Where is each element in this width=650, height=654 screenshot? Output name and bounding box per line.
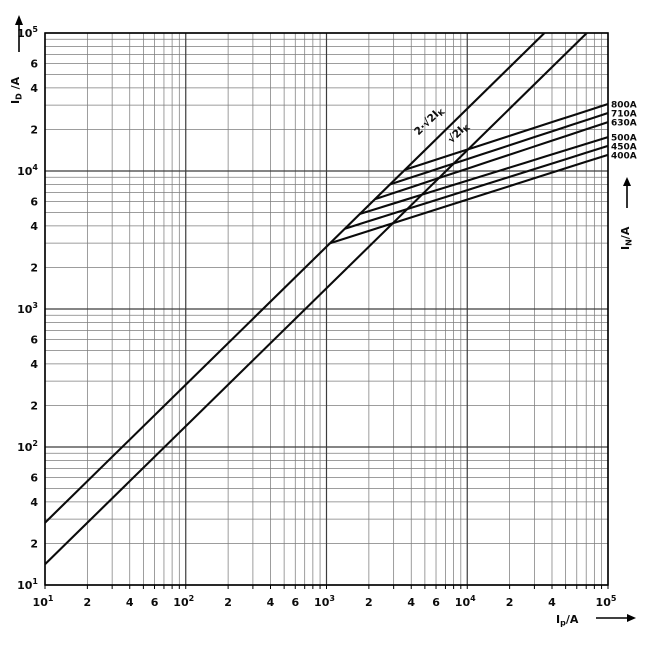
plot-frame — [44, 32, 609, 586]
tick-label: 2 — [224, 596, 232, 609]
fuse-curves — [329, 102, 609, 245]
curve-label-500A: 500A — [611, 134, 637, 144]
tick-label: 4 — [30, 496, 38, 509]
curve-label-450A: 450A — [611, 142, 637, 152]
curve-label-800A: 800A — [611, 100, 637, 110]
curve-630A — [374, 121, 609, 201]
tick-label: 6 — [30, 196, 38, 209]
curve-label-630A: 630A — [611, 119, 637, 129]
tick-label: 4 — [407, 596, 415, 609]
curve-label-400A: 400A — [611, 151, 637, 161]
tick-label: 4 — [30, 220, 38, 233]
curve-500A — [359, 136, 609, 215]
reference-line-0 — [44, 32, 546, 524]
right-axis-title: IN/A — [619, 226, 634, 250]
curve-710A — [389, 112, 609, 186]
tick-label: 2 — [30, 123, 38, 136]
tick-label: 2 — [30, 399, 38, 412]
tick-label: 2 — [506, 596, 514, 609]
tick-label: 4 — [30, 82, 38, 95]
x-axis-tick-labels: 101 2 4 6 102 2 4 6 103 2 4 6 104 2 4 105 — [33, 594, 617, 609]
curve-450A — [344, 144, 609, 230]
tick-label: 6 — [30, 334, 38, 347]
tick-label: 4 — [126, 596, 134, 609]
reference-line-1 — [44, 32, 588, 565]
tick-label: 6 — [432, 596, 440, 609]
tick-label: 2 — [84, 596, 92, 609]
tick-label: 2 — [30, 537, 38, 550]
curve-800A — [404, 102, 609, 171]
tick-label: 2 — [365, 596, 373, 609]
tick-label: 6 — [151, 596, 159, 609]
tick-label: 2 — [30, 261, 38, 274]
tick-label: 6 — [30, 58, 38, 71]
curve-400A — [329, 153, 609, 245]
tick-label: 4 — [548, 596, 556, 609]
tick-label: 6 — [291, 596, 299, 609]
tick-label: 4 — [30, 358, 38, 371]
y-axis-arrowhead — [15, 15, 23, 25]
x-axis-title: Ip/A — [556, 613, 579, 628]
curve-label-710A: 710A — [611, 110, 637, 120]
right-axis-arrowhead — [623, 177, 631, 186]
tick-label: 6 — [30, 472, 38, 485]
tick-label: 4 — [267, 596, 275, 609]
x-axis-arrowhead — [627, 614, 636, 622]
